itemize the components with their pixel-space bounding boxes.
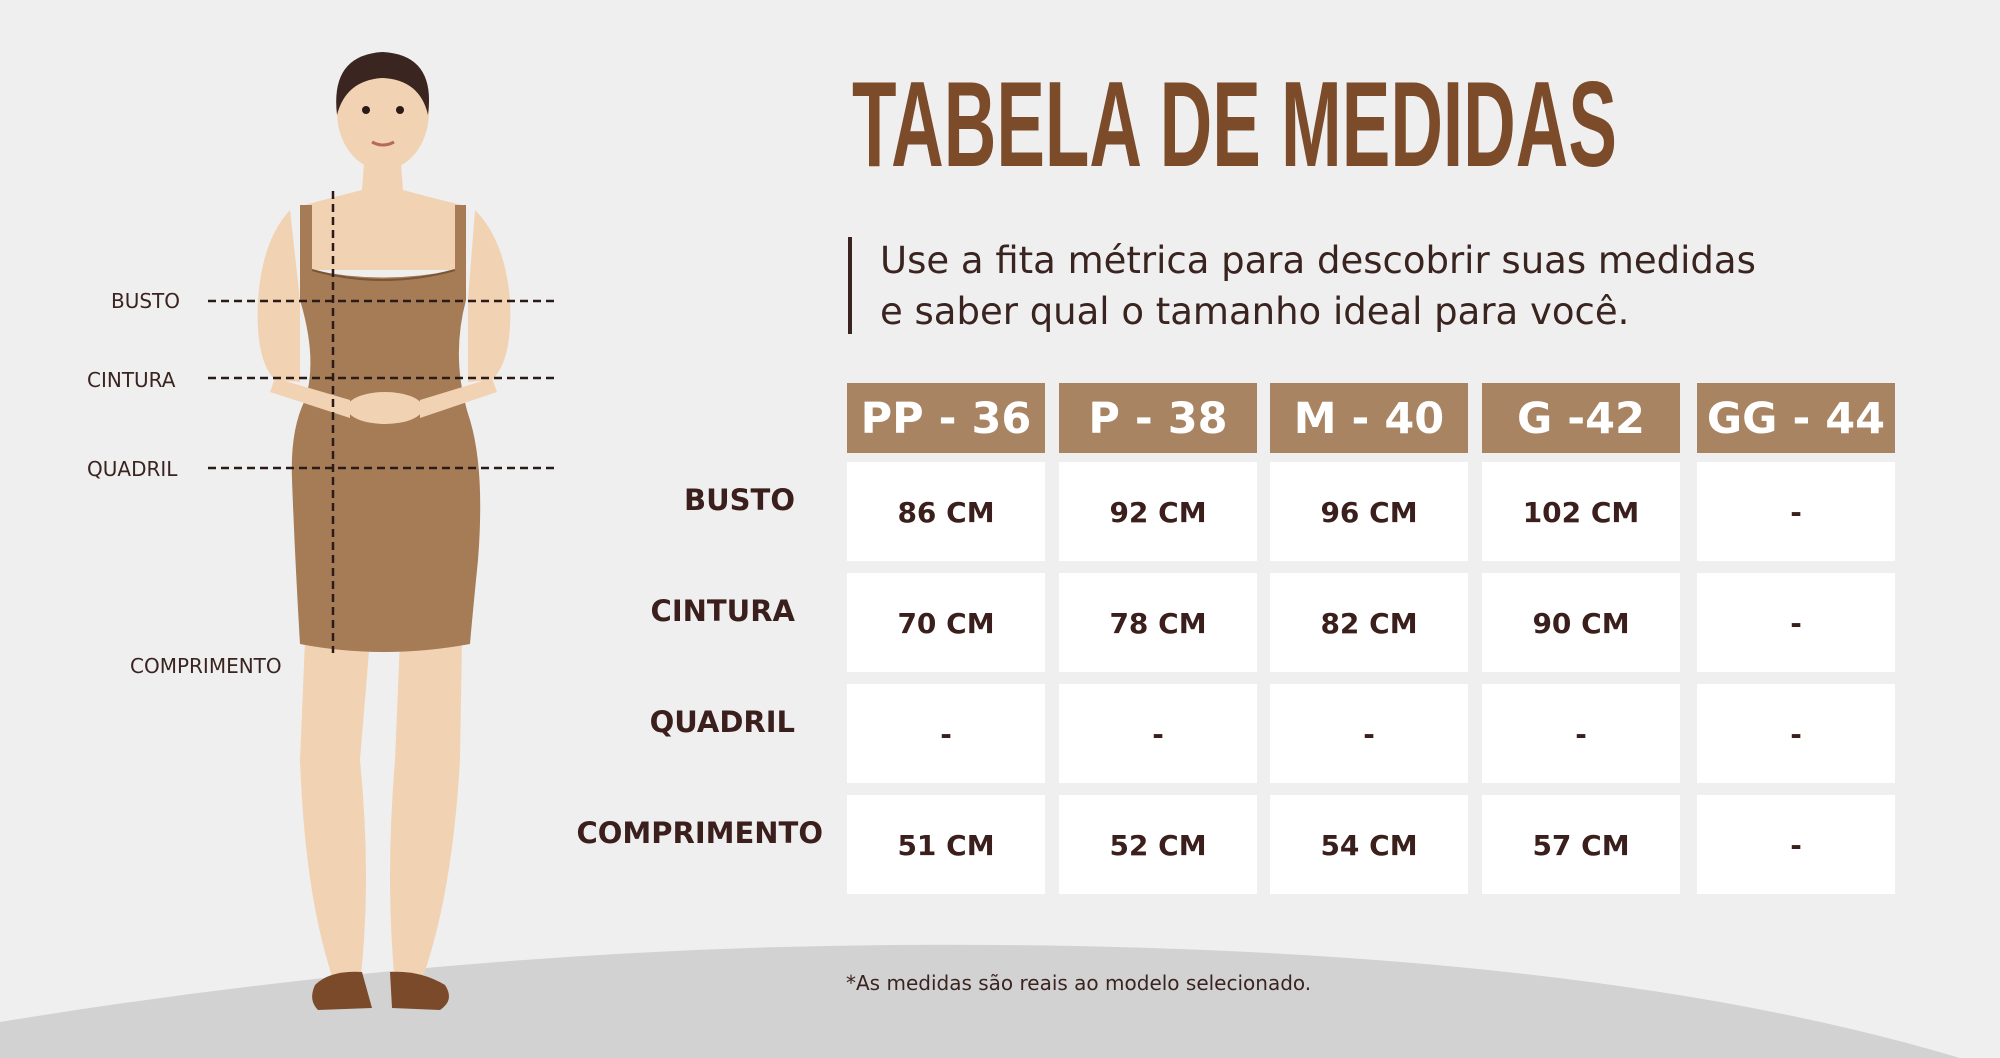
- cell: -: [1575, 718, 1587, 751]
- cell: -: [1790, 496, 1802, 529]
- cell: 70 CM: [897, 607, 994, 640]
- measure-lines: [208, 191, 557, 653]
- cell: -: [1790, 829, 1802, 862]
- cell-bg: [1270, 462, 1468, 561]
- cell-bg: [1697, 573, 1895, 672]
- figure-label: CINTURA: [87, 368, 176, 392]
- cell: 102 CM: [1523, 496, 1640, 529]
- cell: 51 CM: [897, 829, 994, 862]
- cell: 86 CM: [897, 496, 994, 529]
- cell-bg: [1482, 795, 1680, 894]
- cell-bg: [1270, 573, 1468, 672]
- title: TABELA DE MEDIDAS: [852, 56, 1617, 192]
- column-header-bg: [1482, 383, 1680, 453]
- cell-bg: [1270, 684, 1468, 783]
- column-header: M - 40: [1294, 394, 1444, 444]
- floor: [0, 944, 1960, 1058]
- column-header: GG - 44: [1707, 394, 1885, 444]
- model-figure: [257, 52, 511, 1010]
- column-header-bg: [1697, 383, 1895, 453]
- row-label: CINTURA: [651, 594, 796, 628]
- cell: -: [1790, 718, 1802, 751]
- row-label: QUADRIL: [650, 705, 795, 739]
- cell: 78 CM: [1109, 607, 1206, 640]
- subtitle-bar: [848, 237, 852, 334]
- cell: 96 CM: [1320, 496, 1417, 529]
- column-header-bg: [847, 383, 1045, 453]
- cell-bg: [1697, 684, 1895, 783]
- cell: 92 CM: [1109, 496, 1206, 529]
- subtitle-line: Use a fita métrica para descobrir suas m…: [880, 239, 1756, 282]
- cell-bg: [847, 795, 1045, 894]
- cell-bg: [847, 462, 1045, 561]
- cell: -: [1152, 718, 1164, 751]
- cell-bg: [1059, 573, 1257, 672]
- subtitle-line: e saber qual o tamanho ideal para você.: [880, 290, 1629, 333]
- cell-bg: [847, 573, 1045, 672]
- cell-bg: [1059, 462, 1257, 561]
- figure-label: COMPRIMENTO: [130, 654, 282, 678]
- cell: 90 CM: [1532, 607, 1629, 640]
- cell-bg: [1059, 684, 1257, 783]
- column-header: P - 38: [1088, 394, 1227, 444]
- cell: 54 CM: [1320, 829, 1417, 862]
- column-header-bg: [1059, 383, 1257, 453]
- column-header: G -42: [1517, 394, 1645, 444]
- cell-bg: [1270, 795, 1468, 894]
- cell-bg: [1482, 684, 1680, 783]
- cell: -: [1790, 607, 1802, 640]
- cell: 82 CM: [1320, 607, 1417, 640]
- row-label: COMPRIMENTO: [576, 816, 823, 850]
- cell-bg: [1059, 795, 1257, 894]
- cell-bg: [1482, 462, 1680, 561]
- cell: -: [1363, 718, 1375, 751]
- cell-bg: [1482, 573, 1680, 672]
- cell-bg: [1697, 462, 1895, 561]
- row-label: BUSTO: [684, 483, 795, 517]
- cell: 57 CM: [1532, 829, 1629, 862]
- size-table: PP - 36 P - 38 M - 40 G -42 GG - 44 BUSTO 86 C…: [576, 383, 1895, 894]
- column-header: PP - 36: [861, 394, 1032, 444]
- figure-label: BUSTO: [111, 289, 180, 313]
- cell-bg: [847, 684, 1045, 783]
- cell: 52 CM: [1109, 829, 1206, 862]
- figure-label: QUADRIL: [87, 457, 178, 481]
- column-header-bg: [1270, 383, 1468, 453]
- cell-bg: [1697, 795, 1895, 894]
- cell: -: [940, 718, 952, 751]
- footnote: *As medidas são reais ao modelo selecion…: [846, 971, 1311, 995]
